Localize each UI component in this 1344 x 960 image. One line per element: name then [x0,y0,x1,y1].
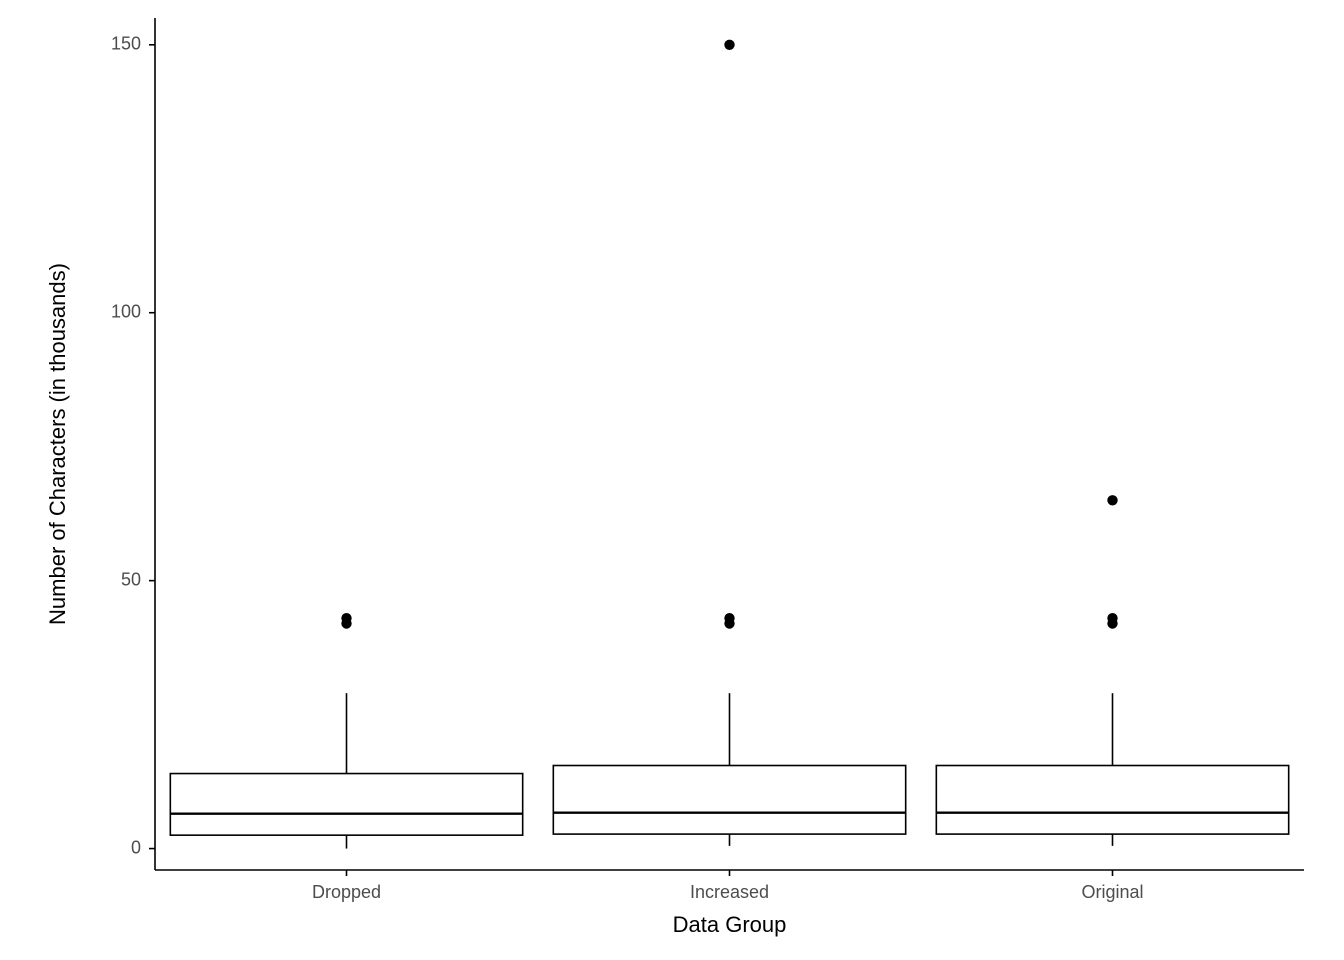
outlier-point [724,613,734,623]
y-tick-label: 0 [131,837,141,857]
outlier-point [724,40,734,50]
outlier-point [1107,613,1117,623]
y-tick-label: 150 [111,34,141,54]
x-tick-label: Dropped [312,882,381,902]
boxplot-chart: 0 50 100 150 Dropped Increased Original Number … [0,0,1344,960]
chart-svg: 0 50 100 150 Dropped Increased Original Number … [0,0,1344,960]
x-axis-title: Data Group [673,912,787,937]
y-tick-label: 50 [121,569,141,589]
x-tick-label: Increased [690,882,769,902]
y-axis-title: Number of Characters (in thousands) [45,263,70,625]
outlier-point [341,613,351,623]
y-tick-label: 100 [111,301,141,321]
x-tick-label: Original [1081,882,1143,902]
outlier-point [1107,495,1117,505]
